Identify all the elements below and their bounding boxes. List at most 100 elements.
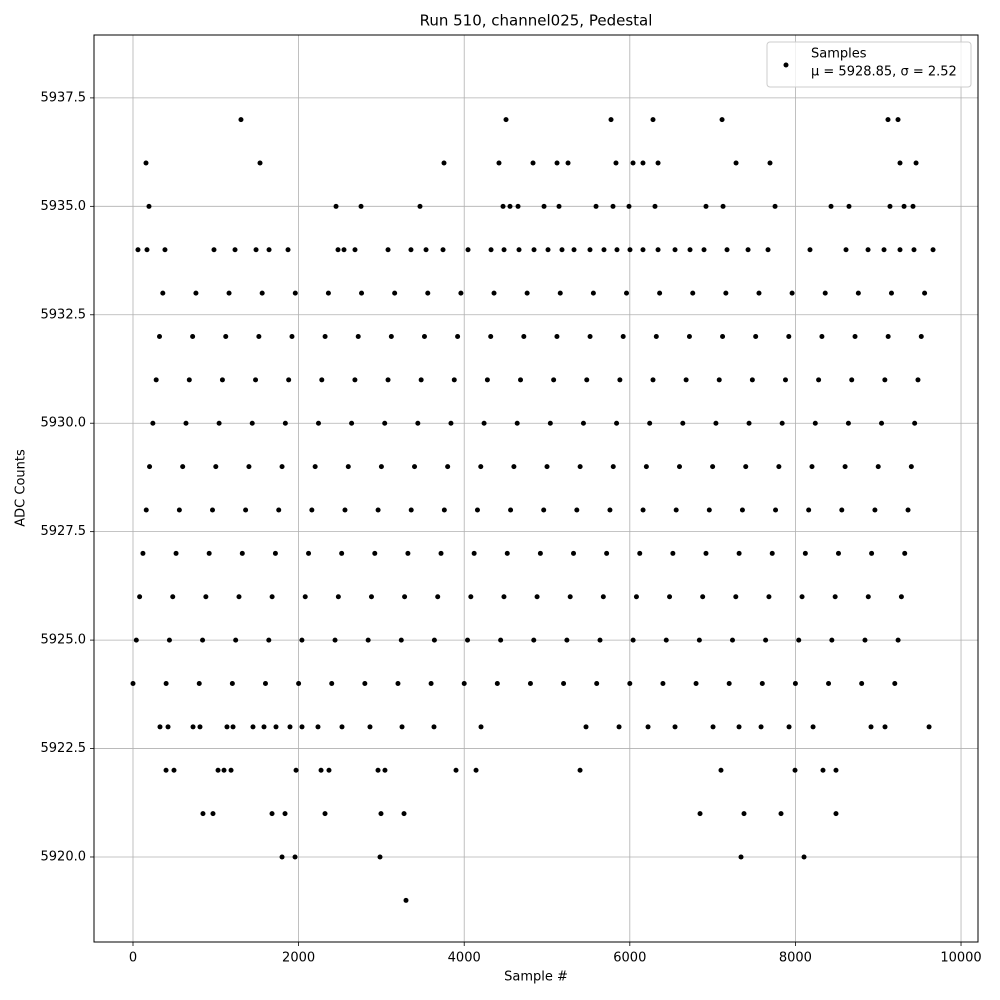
data-point xyxy=(372,550,378,556)
data-point xyxy=(915,377,921,383)
data-point xyxy=(238,117,244,123)
data-point xyxy=(412,464,418,470)
data-point xyxy=(269,811,275,817)
data-point xyxy=(910,203,916,209)
y-tick-label: 5920.0 xyxy=(41,849,87,864)
data-point xyxy=(239,550,245,556)
data-point xyxy=(776,464,782,470)
data-point xyxy=(700,594,706,600)
data-point xyxy=(778,811,784,817)
data-point xyxy=(292,290,298,296)
data-point xyxy=(162,247,168,253)
data-point xyxy=(352,247,358,253)
data-point xyxy=(375,507,381,513)
points xyxy=(130,117,936,903)
data-point xyxy=(895,637,901,643)
data-point xyxy=(428,680,434,686)
data-point xyxy=(401,811,407,817)
data-point xyxy=(246,464,252,470)
data-point xyxy=(183,420,189,426)
data-point xyxy=(833,767,839,773)
data-point xyxy=(339,724,345,730)
data-point xyxy=(736,724,742,730)
data-point xyxy=(507,203,513,209)
data-point xyxy=(607,507,613,513)
data-point xyxy=(554,333,560,339)
data-point xyxy=(473,767,479,773)
data-point xyxy=(565,160,571,166)
data-point xyxy=(882,724,888,730)
data-point xyxy=(905,507,911,513)
data-point xyxy=(577,464,583,470)
data-point xyxy=(829,637,835,643)
data-point xyxy=(292,854,298,860)
data-point xyxy=(418,377,424,383)
data-point xyxy=(537,550,543,556)
data-point xyxy=(885,333,891,339)
data-point xyxy=(660,680,666,686)
data-point xyxy=(616,724,622,730)
data-point xyxy=(789,290,795,296)
data-point xyxy=(758,724,764,730)
data-point xyxy=(176,507,182,513)
data-point xyxy=(769,550,775,556)
data-point xyxy=(312,464,318,470)
data-point xyxy=(165,724,171,730)
data-point xyxy=(912,420,918,426)
data-point xyxy=(491,290,497,296)
data-point xyxy=(701,247,707,253)
data-point xyxy=(382,767,388,773)
y-tick-label: 5930.0 xyxy=(41,416,87,431)
data-point xyxy=(306,550,312,556)
data-point xyxy=(567,594,573,600)
data-point xyxy=(468,594,474,600)
data-point xyxy=(289,333,295,339)
data-point xyxy=(759,680,765,686)
data-point xyxy=(318,767,324,773)
data-point xyxy=(645,724,651,730)
data-point xyxy=(335,247,341,253)
data-point xyxy=(130,680,136,686)
data-point xyxy=(820,767,826,773)
data-point xyxy=(828,203,834,209)
data-point xyxy=(385,377,391,383)
data-point xyxy=(610,203,616,209)
data-point xyxy=(630,637,636,643)
data-point xyxy=(713,420,719,426)
legend-note: μ = 5928.85, σ = 2.52 xyxy=(811,65,957,80)
x-tick-label: 2000 xyxy=(282,951,315,966)
data-point xyxy=(272,550,278,556)
data-point xyxy=(819,333,825,339)
data-point xyxy=(624,290,630,296)
data-point xyxy=(610,464,616,470)
chart-title: Run 510, channel025, Pedestal xyxy=(420,12,653,30)
data-point xyxy=(515,203,521,209)
y-axis-label: ADC Counts xyxy=(14,449,29,527)
data-point xyxy=(640,247,646,253)
data-point xyxy=(170,594,176,600)
data-point xyxy=(672,247,678,253)
data-point xyxy=(339,550,345,556)
data-point xyxy=(554,160,560,166)
data-point xyxy=(807,247,813,253)
data-point xyxy=(620,333,626,339)
data-point xyxy=(706,507,712,513)
data-point xyxy=(845,420,851,426)
data-point xyxy=(895,117,901,123)
data-point xyxy=(471,550,477,556)
data-point xyxy=(796,637,802,643)
x-tick-label: 4000 xyxy=(448,951,481,966)
data-point xyxy=(580,420,586,426)
data-point xyxy=(521,333,527,339)
data-point xyxy=(226,290,232,296)
data-point xyxy=(349,420,355,426)
data-point xyxy=(421,333,427,339)
data-point xyxy=(345,464,351,470)
data-point xyxy=(672,724,678,730)
data-point xyxy=(690,290,696,296)
y-tick-label: 5932.5 xyxy=(41,307,87,322)
data-point xyxy=(211,247,217,253)
data-point xyxy=(200,637,206,643)
